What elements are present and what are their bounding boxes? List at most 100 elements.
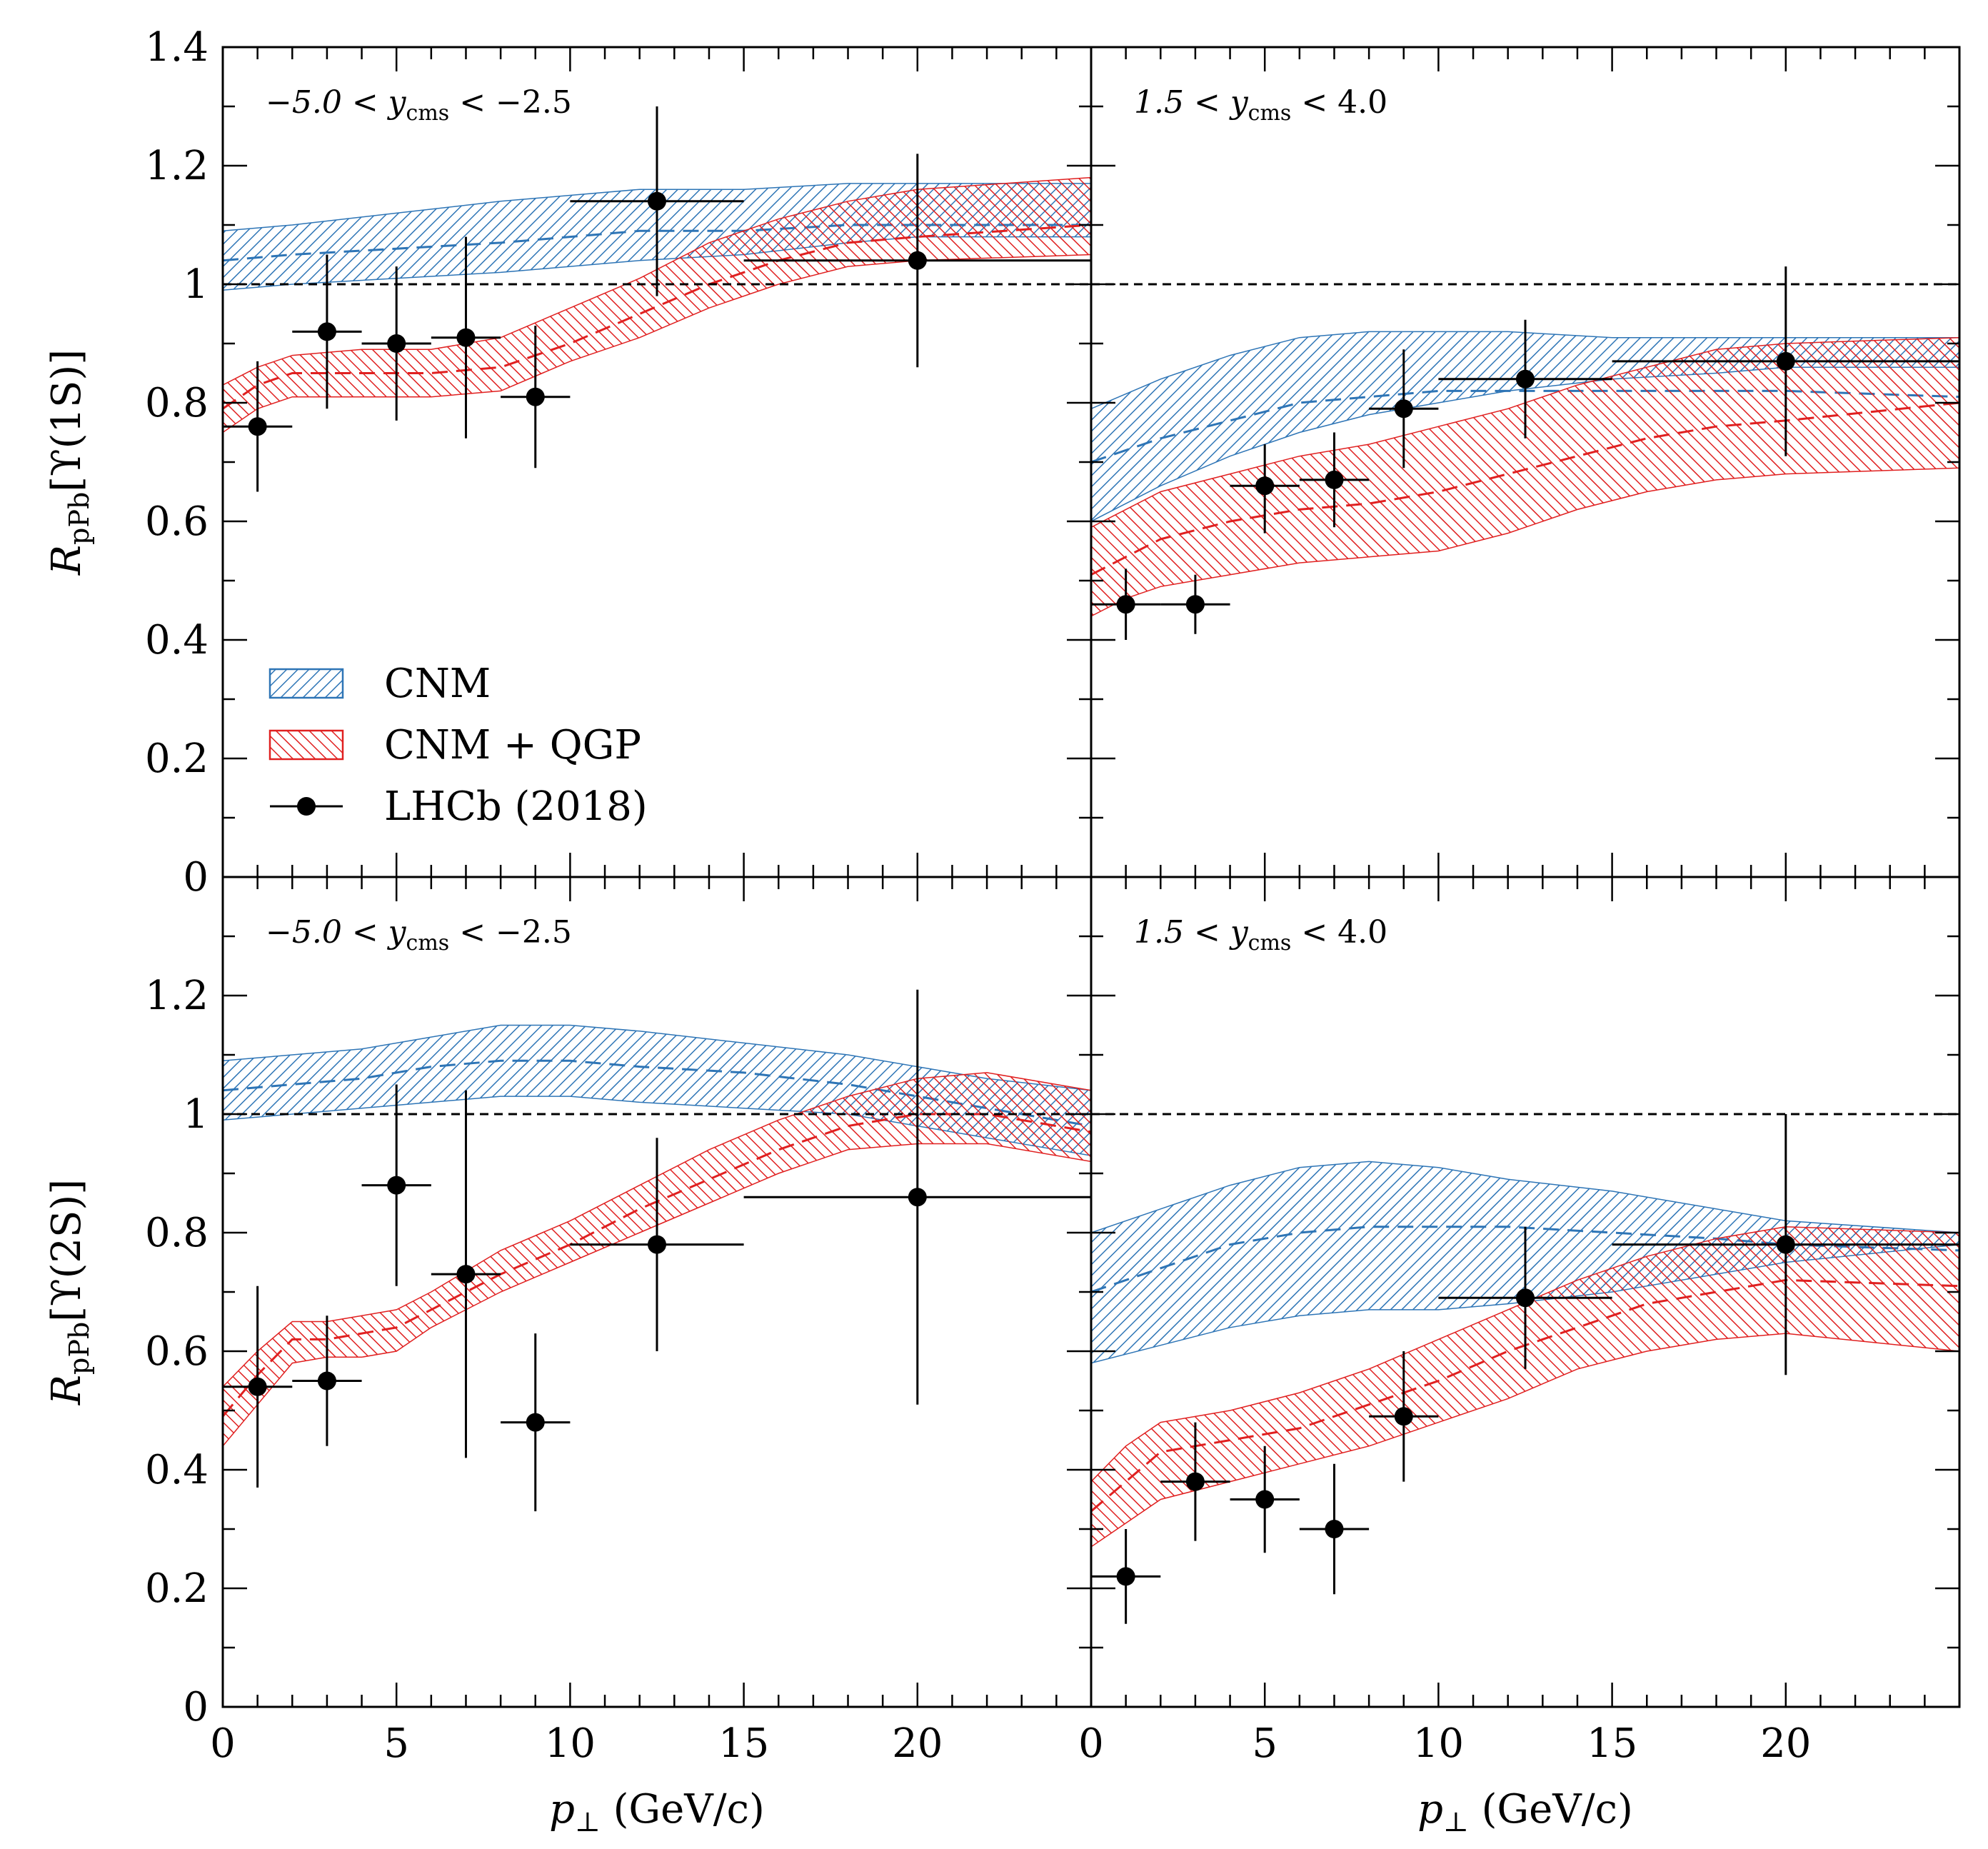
data-point xyxy=(361,1084,431,1286)
data-point xyxy=(1230,444,1300,533)
data-point xyxy=(1299,432,1370,528)
band-qgp xyxy=(1091,1226,1959,1548)
marker xyxy=(1516,1288,1535,1308)
x-tick-label: 20 xyxy=(892,1720,943,1767)
marker xyxy=(908,1188,927,1207)
data-point xyxy=(1160,574,1230,634)
band-central-qgp xyxy=(223,1113,1091,1418)
y-axis-title: RpPb[ϒ(1S)] xyxy=(44,349,95,576)
legend-label: CNM + QGP xyxy=(384,722,641,768)
band-qgp xyxy=(1091,336,1959,617)
data-point xyxy=(501,326,571,468)
y-axis-title: RpPb[ϒ(2S)] xyxy=(44,1179,95,1405)
y-tick-label: 0.6 xyxy=(145,1328,209,1375)
data-point xyxy=(1369,1351,1439,1482)
data-point xyxy=(1160,1422,1230,1541)
marker xyxy=(1116,1567,1135,1586)
panel-label: 1.5 < ycms < 4.0 xyxy=(1134,914,1387,956)
x-tick-label: 10 xyxy=(545,1720,596,1767)
y-tick-label: 0.8 xyxy=(145,380,209,426)
panel-label: −5.0 < ycms < −2.5 xyxy=(266,84,572,126)
data-point xyxy=(1369,349,1439,468)
y-tick-label: 0.6 xyxy=(145,498,209,545)
legend-swatch xyxy=(268,729,344,761)
marker xyxy=(1776,1235,1795,1254)
data-point xyxy=(501,1333,571,1512)
marker xyxy=(1185,1472,1205,1491)
data-point xyxy=(1438,1226,1612,1369)
legend-swatch-marker xyxy=(297,797,316,816)
y-tick-label: 0.8 xyxy=(145,1210,209,1256)
x-axis-title: p⊥ (GeV/c) xyxy=(1417,1786,1633,1838)
band-central-qgp xyxy=(223,224,1091,410)
marker xyxy=(248,1377,267,1396)
data-point xyxy=(743,989,1091,1405)
x-tick-label: 5 xyxy=(1252,1720,1277,1767)
data-point xyxy=(292,1316,362,1446)
panel-label: −5.0 < ycms < −2.5 xyxy=(266,914,572,956)
y-tick-label: 1.2 xyxy=(145,973,209,1019)
y-tick-label: 0 xyxy=(183,854,209,901)
marker xyxy=(648,191,666,211)
data-point xyxy=(1230,1445,1300,1553)
marker xyxy=(648,1235,666,1254)
marker xyxy=(526,387,545,406)
y-tick-label: 0 xyxy=(183,1684,209,1730)
x-tick-label: 15 xyxy=(1587,1720,1637,1767)
legend-label: LHCb (2018) xyxy=(384,783,648,830)
x-tick-label: 0 xyxy=(1078,1720,1104,1767)
marker xyxy=(1394,1407,1413,1426)
data-point xyxy=(743,154,1091,368)
data-point xyxy=(223,361,293,492)
y-tick-label: 0.2 xyxy=(145,736,209,782)
data-point xyxy=(1091,1529,1161,1624)
marker xyxy=(908,251,927,270)
y-tick-label: 1.2 xyxy=(145,143,209,189)
marker xyxy=(1255,476,1275,496)
y-tick-label: 1.4 xyxy=(145,24,209,71)
marker xyxy=(387,1176,406,1195)
marker xyxy=(1185,595,1205,614)
legend-label: CNM xyxy=(384,661,491,707)
marker xyxy=(1776,351,1795,371)
band-central-qgp xyxy=(1091,1278,1959,1513)
marker xyxy=(1325,1520,1344,1538)
marker xyxy=(387,334,406,353)
legend-item-cnm: CNM xyxy=(268,661,491,707)
data-point xyxy=(1438,319,1612,439)
marker xyxy=(1325,470,1344,489)
x-tick-label: 5 xyxy=(383,1720,409,1767)
band-central-qgp xyxy=(1091,401,1959,576)
marker xyxy=(317,322,336,341)
data-point xyxy=(292,254,362,409)
band-cnm xyxy=(1091,331,1959,522)
y-tick-label: 0.4 xyxy=(145,617,209,663)
marker xyxy=(456,328,476,347)
data-point xyxy=(1612,1114,1959,1376)
data-point xyxy=(1612,266,1959,456)
data-point xyxy=(361,266,431,421)
marker xyxy=(317,1371,336,1390)
marker xyxy=(1116,595,1135,614)
data-point xyxy=(223,1286,293,1488)
band-qgp xyxy=(223,1072,1091,1447)
marker xyxy=(1255,1490,1275,1509)
y-tick-label: 1 xyxy=(183,261,209,308)
data-point xyxy=(570,106,744,296)
x-axis-title: p⊥ (GeV/c) xyxy=(549,1786,765,1838)
x-tick-label: 15 xyxy=(718,1720,769,1767)
legend-item-qgp: CNM + QGP xyxy=(268,722,641,768)
marker xyxy=(456,1265,476,1284)
data-point xyxy=(1091,568,1161,640)
x-tick-label: 10 xyxy=(1413,1720,1464,1767)
panel-label: 1.5 < ycms < 4.0 xyxy=(1134,84,1387,126)
marker xyxy=(1394,399,1413,419)
legend-item-data: LHCb (2018) xyxy=(270,783,648,830)
band-cnm xyxy=(223,1024,1091,1156)
y-tick-label: 0.2 xyxy=(145,1565,209,1612)
y-tick-label: 0.4 xyxy=(145,1447,209,1493)
data-point xyxy=(1299,1463,1370,1595)
x-tick-label: 0 xyxy=(210,1720,236,1767)
marker xyxy=(526,1413,545,1432)
